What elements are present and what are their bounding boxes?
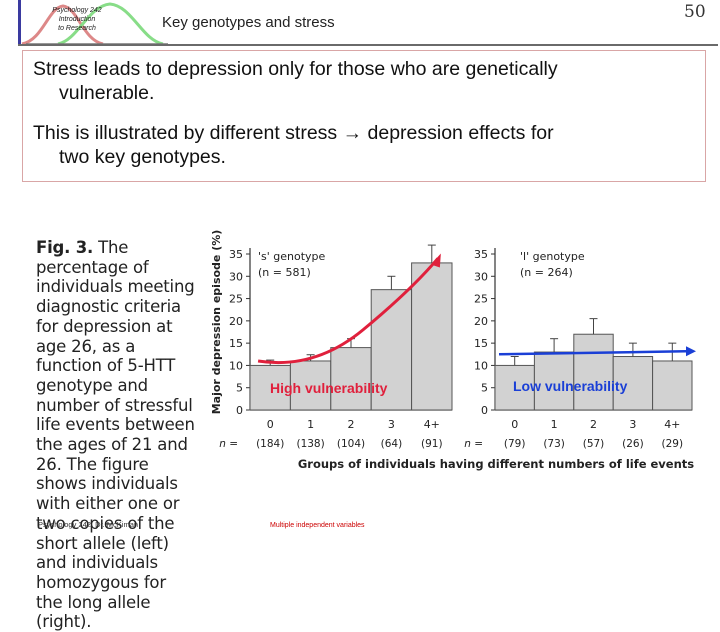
chart-1-y-tick-label: 5	[236, 382, 243, 395]
bullet-2-line-2: two key genotypes.	[59, 146, 226, 168]
chart-2-n-label: (26)	[622, 438, 644, 450]
chart-1-x-axis-label: Groups of individuals having different n…	[298, 457, 694, 471]
chart-1-bar	[411, 262, 453, 411]
chart-2-title: 'l' genotype	[520, 250, 585, 263]
figure-caption-lead: Fig. 3.	[36, 238, 94, 257]
footer-topic: Multiple independent variables	[270, 522, 365, 529]
chart-1-y-tick-label: 35	[229, 248, 243, 261]
slide-title: Key genotypes and stress	[162, 14, 335, 31]
logo-text: Psychology 242 Introduction to Research	[22, 6, 132, 33]
chart-2-trend-arrow	[498, 350, 687, 356]
chart-2-y-tick-label: 10	[474, 359, 488, 372]
chart-2-subtitle: (n = 264)	[520, 266, 573, 279]
chart-1-category-label: 0	[267, 418, 274, 431]
chart-1-n-label: (64)	[381, 438, 403, 450]
chart-1-arrow-head	[430, 253, 441, 268]
chart-2-category-label: 2	[590, 418, 597, 431]
chart-2-y-tick-label: 15	[474, 337, 488, 350]
chart-1-title: 's' genotype	[258, 250, 326, 263]
chart-1-y-tick-label: 25	[229, 293, 243, 306]
chart-1-category-label: 1	[307, 418, 314, 431]
chart-2-bar	[652, 360, 693, 411]
chart-1-annotation: High vulnerability	[270, 380, 388, 396]
chart-1-category-label: 3	[388, 418, 395, 431]
chart-2-y-tick-label: 25	[474, 293, 488, 306]
slide-number: 50	[684, 2, 706, 22]
chart-1-n-prefix: n =	[219, 438, 238, 450]
chart-2-y-tick-label: 30	[474, 270, 488, 283]
chart-1-y-axis-label: Major depression episode (%)	[210, 230, 223, 415]
chart-2-n-prefix: n =	[464, 438, 483, 450]
charts: 051015202530350(184)1(138)2(104)3(64)4+(…	[210, 230, 696, 471]
footer-author: Psychology 242, Dr. McKiman	[38, 520, 139, 529]
chart-2-n-label: (73)	[543, 438, 565, 450]
chart-1-n-label: (104)	[337, 438, 365, 450]
chart-2-y-tick-label: 5	[481, 382, 488, 395]
bullet-2-line-1: This is illustrated by different stress …	[33, 122, 554, 144]
bullet-1-line-1: Stress leads to depression only for thos…	[33, 58, 558, 80]
chart-1-y-tick-label: 10	[229, 359, 243, 372]
bullet-1: Stress leads to depression only for thos…	[33, 57, 699, 105]
chart-2-n-label: (79)	[504, 438, 526, 450]
chart-2-category-label: 0	[511, 418, 518, 431]
chart-2-category-label: 3	[629, 418, 636, 431]
chart-2-bar	[612, 356, 654, 411]
chart-2-category-label: 4+	[664, 418, 680, 431]
chart-1-bar	[330, 347, 372, 411]
chart-1-y-tick-label: 15	[229, 337, 243, 350]
chart-1-subtitle: (n = 581)	[258, 266, 311, 279]
chart-2-bar	[533, 351, 575, 411]
chart-1-y-tick-label: 30	[229, 270, 243, 283]
chart-2-category-label: 1	[551, 418, 558, 431]
logo-line-2: Introduction	[58, 16, 96, 23]
chart-2-y-tick-label: 0	[481, 404, 488, 417]
text-box: Stress leads to depression only for thos…	[22, 50, 706, 182]
chart-2-n-label: (29)	[662, 438, 684, 450]
bullet-1-line-2: vulnerable.	[59, 82, 155, 104]
chart-2-annotation: Low vulnerability	[513, 378, 628, 394]
chart-2-y-tick-label: 20	[474, 315, 488, 328]
chart-2-bar	[494, 364, 535, 411]
chart-1-n-label: (91)	[421, 438, 443, 450]
bullet-2: This is illustrated by different stress …	[33, 121, 699, 169]
chart-2-arrow-head	[686, 346, 696, 357]
chart-2-bar	[573, 333, 614, 411]
chart-1-category-label: 2	[348, 418, 355, 431]
chart-1-y-tick-label: 20	[229, 315, 243, 328]
chart-1-bar	[370, 289, 413, 411]
chart-2-y-tick-label: 35	[474, 248, 488, 261]
chart-1-category-label: 4+	[424, 418, 440, 431]
chart-1-n-label: (138)	[296, 438, 324, 450]
chart-1-y-tick-label: 0	[236, 404, 243, 417]
chart-1-trend-arrow	[257, 257, 440, 365]
chart-2-n-label: (57)	[583, 438, 605, 450]
logo-line-1: Psychology 242	[52, 7, 102, 14]
chart-1-n-label: (184)	[256, 438, 284, 450]
header-divider	[18, 44, 718, 46]
logo-line-3: to Research	[58, 25, 96, 32]
